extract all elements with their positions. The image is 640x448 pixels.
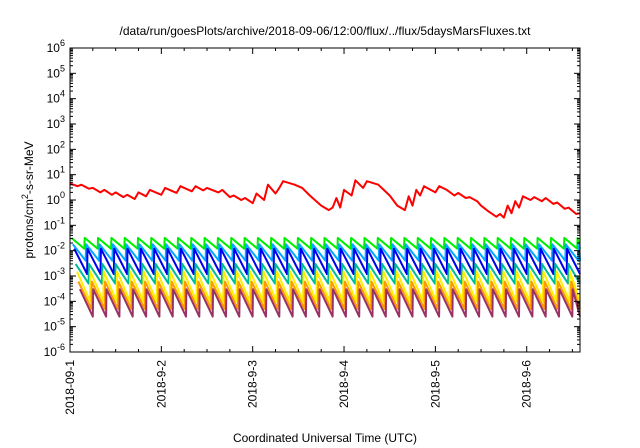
y-tick-label: 10-5 [44, 317, 65, 334]
y-axis-label-base: protons/cm [22, 199, 36, 258]
x-tick-label: 2018-9-3 [246, 360, 260, 408]
series-line [74, 262, 581, 285]
y-tick-label: 10-1 [44, 215, 65, 232]
series-line [70, 236, 581, 250]
y-axis: 10-6 10-5 10-4 10-3 10-2 10-1 100 101 102 103 104 1… [44, 38, 580, 359]
y-tick-label: 105 [47, 63, 65, 80]
x-tick-label: 2018-09-1 [63, 360, 77, 415]
x-tick-label: 2018-9-4 [337, 360, 351, 408]
series-line [69, 179, 581, 219]
y-tick-label: 103 [47, 114, 65, 131]
series-line [77, 280, 581, 310]
x-tick-label: 2018-9-5 [428, 360, 442, 408]
y-tick-label: 102 [47, 139, 65, 156]
y-tick-label: 10-3 [44, 266, 65, 283]
y-tick-label: 10-4 [44, 291, 65, 308]
x-tick-label: 2018-9-6 [520, 360, 534, 408]
y-tick-label: 106 [47, 38, 65, 55]
series-line [78, 288, 581, 318]
x-axis-label: Coordinated Universal Time (UTC) [233, 431, 417, 445]
x-axis: 2018-09-1 2018-9-2 2018-9-3 2018-9-4 2018-9-… [63, 48, 573, 415]
y-tick-label: 104 [47, 89, 65, 106]
y-tick-label: 101 [47, 165, 65, 182]
series-line [72, 243, 581, 262]
y-tick-label: 10-6 [44, 342, 65, 359]
series-line [73, 247, 581, 275]
x-tick-label: 2018-9-2 [154, 360, 168, 408]
chart-title: /data/run/goesPlots/archive/2018-09-06/1… [120, 24, 532, 38]
y-axis-label-rest: -s-sr-MeV [22, 141, 36, 194]
y-tick-label: 100 [47, 190, 65, 207]
y-tick-label: 10-2 [44, 241, 65, 258]
y-axis-label: protons/cm2-s-sr-MeV [20, 141, 36, 258]
series-layer [69, 179, 581, 318]
series-line [76, 270, 581, 303]
y-axis-label-sup: 2 [20, 194, 30, 199]
